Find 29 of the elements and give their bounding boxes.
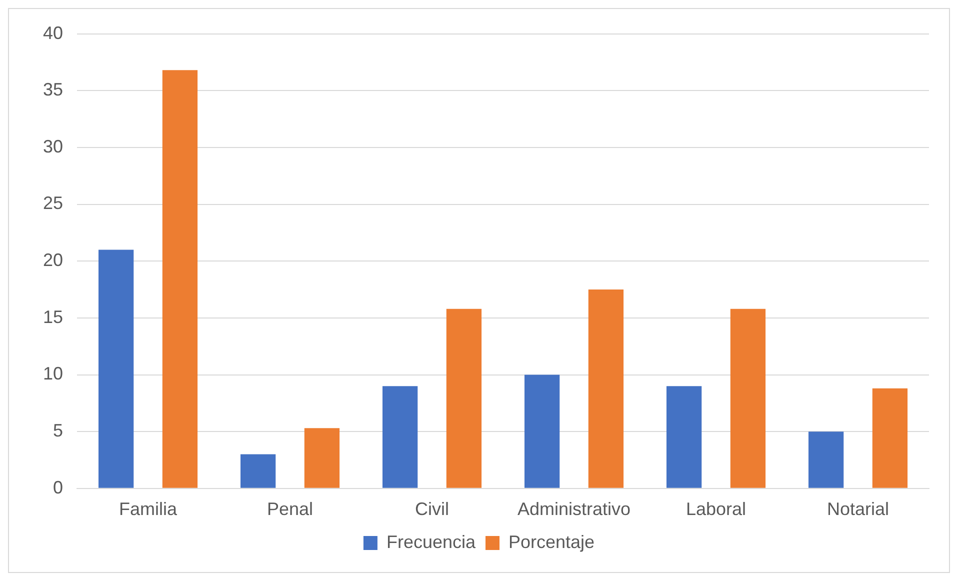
bar <box>872 388 908 488</box>
bar <box>446 308 482 488</box>
bar <box>382 386 418 488</box>
bar <box>240 454 276 488</box>
x-tick-label: Laboral <box>686 499 746 520</box>
y-tick-label: 30 <box>42 136 64 156</box>
x-tick-label: Administrativo <box>517 499 631 520</box>
y-tick-label: 20 <box>42 250 64 270</box>
y-tick-label: 10 <box>42 364 64 384</box>
y-tick-label: 0 <box>53 477 64 498</box>
bar <box>808 432 844 488</box>
legend-label: Frecuencia <box>386 532 476 552</box>
bar <box>524 374 560 488</box>
x-tick-label: Familia <box>119 499 178 520</box>
x-tick-label: Penal <box>266 499 314 520</box>
y-tick-label: 5 <box>53 420 64 441</box>
x-tick-label: Civil <box>415 499 450 520</box>
y-tick-label: 35 <box>42 80 64 100</box>
y-tick-label: 40 <box>42 22 64 43</box>
bar <box>98 250 134 488</box>
x-tick-label: Notarial <box>826 499 890 520</box>
bar <box>730 308 766 488</box>
bar <box>162 70 198 488</box>
bar <box>588 290 624 488</box>
bar <box>304 428 340 488</box>
y-tick-label: 15 <box>42 306 64 327</box>
bar <box>666 386 702 488</box>
legend-label: Porcentaje <box>508 532 595 552</box>
y-tick-label: 25 <box>42 193 64 214</box>
